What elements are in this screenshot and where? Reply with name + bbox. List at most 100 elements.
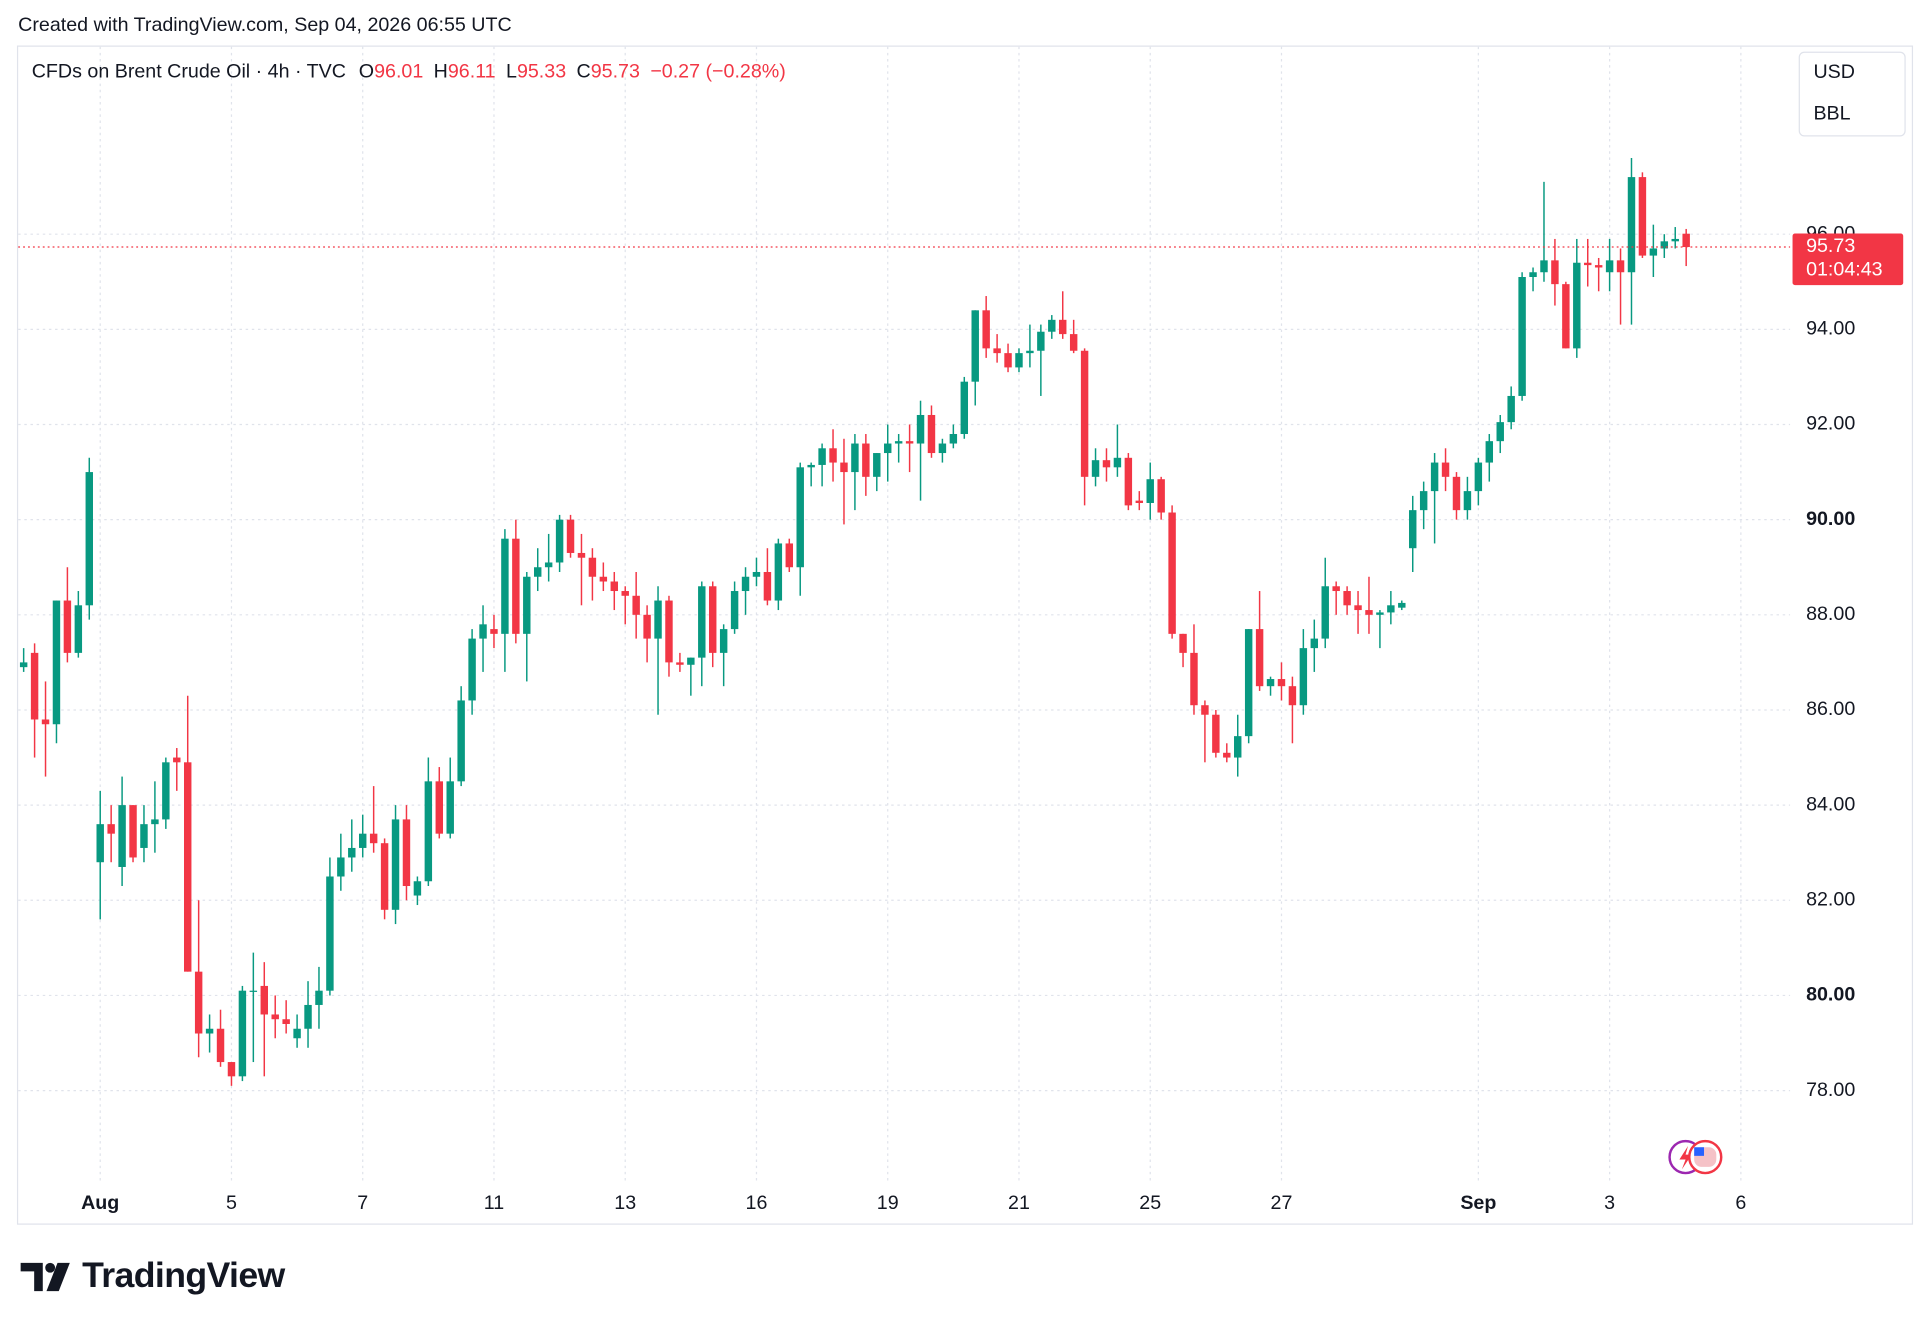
- candle-body: [960, 381, 969, 435]
- candle-body: [851, 443, 859, 473]
- candle-body: [1102, 460, 1111, 468]
- candle-body: [829, 448, 837, 463]
- y-tick-label: 80.00: [1806, 984, 1855, 1006]
- candle-body: [1037, 331, 1045, 351]
- candle-body: [621, 591, 629, 596]
- candle-body: [1463, 491, 1472, 511]
- logo: TradingView: [20, 1255, 286, 1295]
- candle-body: [1168, 512, 1176, 634]
- candle-body: [369, 833, 378, 844]
- x-tick-label: 19: [877, 1192, 899, 1214]
- candle-body: [1310, 638, 1319, 649]
- flag-canton: [1694, 1147, 1705, 1156]
- candle-body: [1354, 605, 1362, 611]
- unit[interactable]: BBL: [1813, 103, 1850, 125]
- candle-body: [85, 472, 93, 606]
- candle-body: [993, 348, 1001, 354]
- candle-body: [1277, 679, 1286, 687]
- x-tick-label: 27: [1271, 1192, 1293, 1214]
- candle-body: [1441, 462, 1450, 477]
- candle-body: [1452, 476, 1461, 511]
- candle-body: [435, 781, 444, 834]
- candle-body: [107, 824, 115, 834]
- candle-body: [1321, 586, 1329, 639]
- candle-body: [523, 576, 531, 634]
- candle-body: [807, 464, 815, 468]
- candle-body: [927, 414, 936, 454]
- y-tick-label: 88.00: [1806, 603, 1855, 625]
- candle-body: [1551, 260, 1559, 285]
- y-tick-label: 84.00: [1806, 793, 1855, 815]
- x-tick-label: 11: [484, 1192, 504, 1214]
- logo-dot: [45, 1262, 56, 1273]
- candle-body: [873, 453, 881, 477]
- candle-body: [1135, 500, 1144, 504]
- l-label: L: [506, 61, 517, 83]
- candle-body: [1190, 652, 1198, 706]
- candle-body: [140, 824, 148, 848]
- x-tick-label: 5: [226, 1192, 237, 1214]
- candle-body: [1091, 460, 1100, 477]
- candle-body: [205, 1028, 214, 1034]
- candle-body: [194, 971, 203, 1034]
- candle-body: [293, 1028, 301, 1039]
- x-tick-label: 7: [357, 1192, 368, 1214]
- candle-body: [971, 310, 979, 382]
- candle-body: [1124, 457, 1133, 506]
- h-value: 96.11: [448, 61, 496, 83]
- candle-body: [1266, 679, 1275, 687]
- candle-body: [271, 1014, 279, 1020]
- candle-body: [763, 571, 772, 601]
- candle-body: [1419, 491, 1428, 511]
- candle-body: [96, 824, 104, 863]
- candle-body: [752, 571, 761, 577]
- candle-body: [632, 595, 640, 615]
- x-tick-label: 21: [1008, 1192, 1030, 1214]
- candle-body: [905, 441, 914, 444]
- candle-body: [446, 781, 454, 834]
- candle-body: [1015, 353, 1023, 368]
- candle-body: [260, 985, 269, 1015]
- candle-body: [862, 443, 870, 477]
- candle-body: [818, 448, 826, 465]
- candle-body: [227, 1062, 236, 1077]
- candle-body: [741, 576, 750, 592]
- x-tick-label: Sep: [1460, 1192, 1496, 1214]
- candle-body: [1234, 736, 1242, 758]
- y-tick-label: 82.00: [1806, 888, 1855, 910]
- candle-body: [1069, 334, 1078, 351]
- candle-body: [1584, 262, 1592, 266]
- x-tick-label: 6: [1735, 1192, 1746, 1214]
- currency[interactable]: USD: [1813, 61, 1855, 83]
- change: −0.27 (−0.28%): [650, 61, 786, 83]
- candle-body: [326, 876, 334, 991]
- candle-body: [249, 990, 258, 992]
- o-label: O: [359, 61, 374, 83]
- x-tick-label: 16: [746, 1192, 768, 1214]
- candle-body: [1026, 350, 1034, 354]
- created-note: Created with TradingView.com, Sep 04, 20…: [18, 14, 512, 36]
- logo-mark: [20, 1262, 43, 1292]
- event-icon-bolt: [1679, 1146, 1692, 1170]
- candle-body: [719, 629, 728, 653]
- candle-body: [654, 600, 662, 639]
- x-tick-label: Aug: [81, 1192, 119, 1214]
- c-label: C: [577, 61, 591, 83]
- candle-body: [1496, 422, 1504, 442]
- candle-body: [1059, 319, 1067, 335]
- candle-body: [1343, 591, 1351, 606]
- candle-body: [1660, 241, 1669, 249]
- event-icons[interactable]: [1668, 1139, 1723, 1175]
- currency-box[interactable]: [1798, 51, 1906, 137]
- candle-body: [774, 543, 783, 601]
- h-label: H: [434, 61, 448, 83]
- candle-body: [41, 719, 50, 725]
- candle-body: [1004, 353, 1012, 368]
- candle-body: [118, 805, 126, 867]
- candle-body: [566, 519, 575, 553]
- candle-body: [1562, 284, 1570, 349]
- candle-body: [391, 819, 400, 910]
- candle-body: [1430, 462, 1439, 492]
- candle-body: [1594, 265, 1603, 268]
